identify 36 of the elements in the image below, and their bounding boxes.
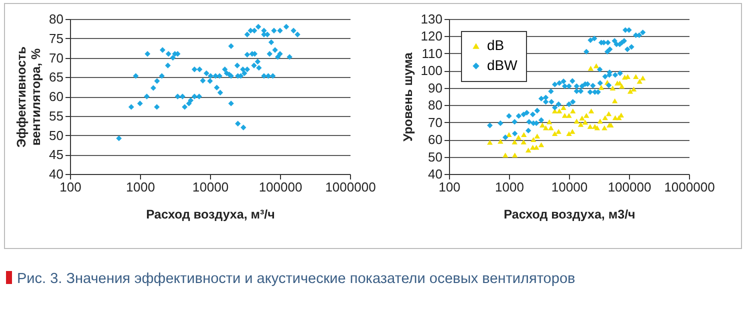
legend-label: dBW — [487, 57, 518, 73]
y-tick-label: 65 — [49, 70, 64, 85]
y-tick-label: 40 — [49, 166, 64, 182]
y-tick-label: 70 — [428, 114, 442, 130]
y-tick-label: 90 — [428, 80, 442, 96]
x-tick-label: 1000 — [495, 180, 524, 194]
x-axis-title: Расход воздуха, м3/ч — [504, 208, 636, 222]
x-tick-label: 100000 — [258, 180, 302, 194]
x-tick-label: 100000 — [608, 180, 652, 194]
x-tick-label: 1000 — [126, 180, 155, 194]
y-tick-label: 40 — [428, 166, 442, 182]
x-tick-label: 1000000 — [325, 180, 376, 194]
y-tick-label: 75 — [49, 30, 64, 46]
x-tick-label: 1000000 — [664, 180, 715, 194]
y-tick-label: 120 — [420, 28, 442, 44]
y-tick-label: 130 — [420, 12, 442, 26]
legend-label: dB — [487, 37, 504, 53]
y-tick-label: 110 — [422, 46, 442, 61]
y-tick-label: 80 — [428, 98, 442, 113]
text: Рис. 3. Значения эффективности и акустические показатели осевых вентиляторов — [17, 271, 576, 287]
y-tick-label: 45 — [49, 147, 64, 162]
x-tick-label: 10000 — [551, 180, 588, 194]
y-tick-label: 55 — [49, 108, 64, 124]
y-tick-label: 100 — [420, 63, 442, 78]
y-tick-label: 60 — [49, 89, 64, 104]
x-tick-label: 100 — [60, 180, 82, 194]
x-tick-label: 100 — [438, 180, 460, 194]
y-axis-title: Эффективность вентилятора, % — [14, 46, 44, 148]
y-tick-label: 60 — [428, 132, 442, 148]
y-tick-label: 50 — [49, 128, 64, 143]
y-tick-label: 80 — [49, 12, 64, 26]
y-tick-label: 50 — [428, 149, 442, 164]
y-tick-label: 70 — [49, 50, 64, 66]
x-axis-title: Расход воздуха, м³/ч — [146, 208, 275, 222]
x-tick-label: 10000 — [192, 180, 229, 194]
y-axis-title: Уровень шума — [400, 51, 415, 142]
